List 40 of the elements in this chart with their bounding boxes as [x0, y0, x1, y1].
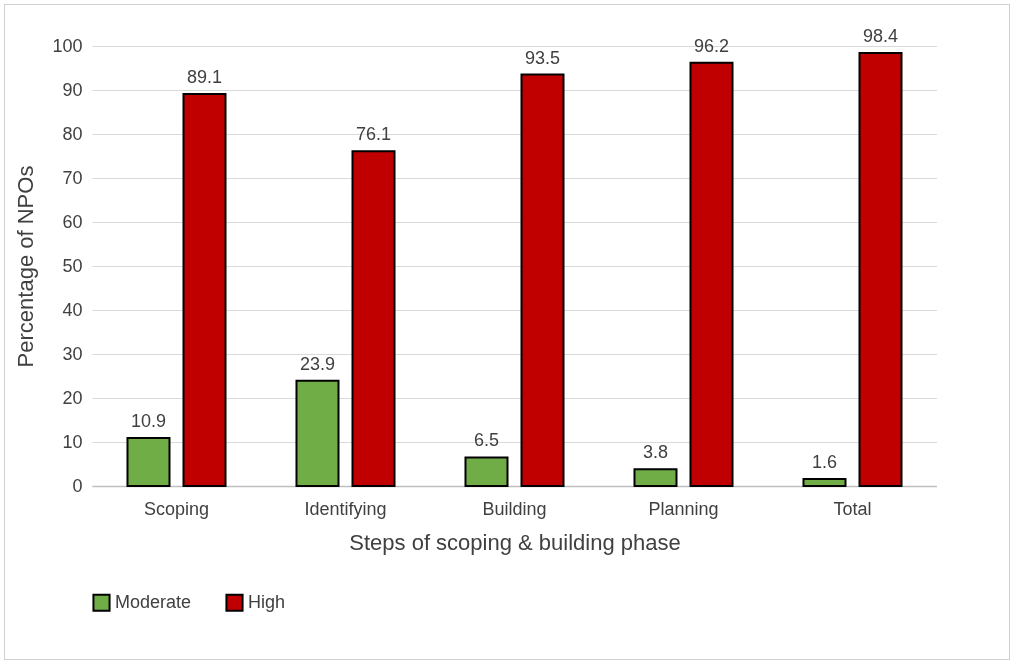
- x-tick-label: Identifying: [304, 498, 387, 519]
- data-label: 3.8: [642, 442, 669, 463]
- y-tick-label: 50: [62, 255, 83, 276]
- bar: [182, 92, 227, 487]
- legend-label: High: [248, 591, 286, 612]
- legend-label: Moderate: [115, 591, 192, 612]
- data-label: 23.9: [299, 353, 336, 374]
- bar: [633, 468, 678, 487]
- bar: [295, 379, 340, 487]
- y-tick-label: 0: [72, 475, 83, 496]
- y-tick-label: 30: [62, 343, 83, 364]
- x-tick-label: Building: [482, 498, 547, 519]
- y-tick-label: 100: [52, 35, 83, 56]
- bar: [858, 52, 903, 487]
- data-label: 98.4: [862, 26, 899, 47]
- data-label: 1.6: [811, 451, 838, 472]
- x-tick-label: Total: [833, 498, 872, 519]
- data-label: 10.9: [130, 411, 167, 432]
- y-tick-label: 40: [62, 299, 83, 320]
- data-label: 6.5: [473, 430, 500, 451]
- x-tick-label: Scoping: [143, 498, 210, 519]
- y-tick-label: 70: [62, 167, 83, 188]
- bar: [464, 456, 509, 487]
- y-tick-label: 20: [62, 387, 83, 408]
- x-tick-label: Planning: [648, 498, 719, 519]
- y-axis-title: Percentage of NPOs: [13, 165, 39, 368]
- y-tick-label: 10: [62, 431, 83, 452]
- bar: [351, 150, 396, 487]
- bar: [802, 477, 847, 487]
- data-label: 93.5: [524, 47, 561, 68]
- bar: [126, 437, 171, 487]
- data-label: 96.2: [693, 35, 730, 56]
- bar: [689, 61, 734, 487]
- x-axis-title: Steps of scoping & building phase: [349, 529, 681, 555]
- data-label: 76.1: [355, 124, 392, 145]
- bar: [520, 73, 565, 487]
- y-tick-label: 60: [62, 211, 83, 232]
- y-tick-label: 90: [62, 79, 83, 100]
- data-label: 89.1: [186, 66, 223, 87]
- y-tick-label: 80: [62, 123, 83, 144]
